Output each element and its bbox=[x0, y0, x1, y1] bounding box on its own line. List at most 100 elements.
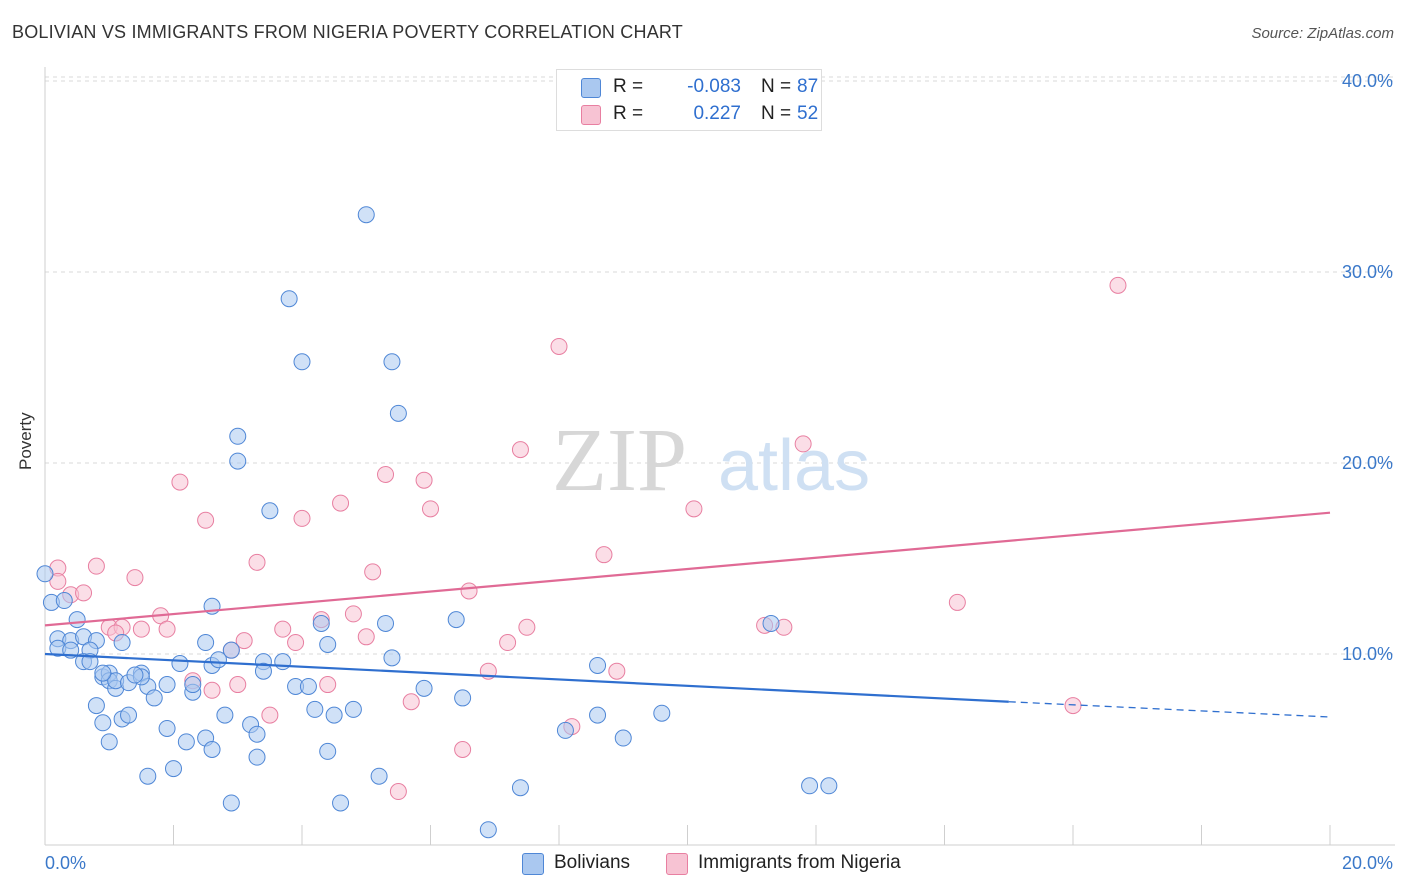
bolivians-point bbox=[100, 733, 118, 751]
series-bolivians-points bbox=[36, 206, 838, 839]
y-tick-label: 30.0% bbox=[1342, 262, 1393, 282]
nigeria-point bbox=[87, 557, 105, 575]
bolivians-point bbox=[126, 666, 144, 684]
nigeria-trend-line bbox=[44, 511, 1331, 627]
bottom-legend-swatch-blue bbox=[522, 853, 544, 875]
bolivians-point bbox=[357, 206, 375, 224]
y-tick-label: 40.0% bbox=[1342, 71, 1393, 91]
bolivians-point bbox=[94, 714, 112, 732]
bolivians-point bbox=[68, 611, 86, 629]
legend-swatch-blue bbox=[581, 78, 601, 98]
nigeria-point bbox=[319, 676, 337, 694]
bolivians-point bbox=[383, 353, 401, 371]
nigeria-point bbox=[293, 509, 311, 527]
bolivians-point bbox=[165, 760, 182, 778]
trend-lines bbox=[44, 511, 1331, 718]
legend-n-label: N = bbox=[761, 103, 792, 124]
bolivians-point bbox=[94, 664, 112, 682]
legend-n-value: 52 bbox=[797, 103, 819, 124]
axes bbox=[44, 67, 1395, 846]
bolivians-point bbox=[177, 733, 195, 751]
bolivians-point bbox=[280, 290, 298, 308]
legend-r-value: -0.083 bbox=[687, 76, 741, 97]
bolivians-point bbox=[248, 748, 266, 766]
bolivians-point bbox=[229, 427, 247, 445]
bolivians-point bbox=[306, 700, 324, 718]
legend-swatch-pink bbox=[581, 105, 601, 125]
bolivians-point bbox=[87, 697, 105, 715]
series-nigeria-points bbox=[49, 276, 1127, 801]
bolivians-point bbox=[229, 452, 247, 470]
nigeria-point bbox=[511, 441, 529, 459]
x-tick-label: 0.0% bbox=[45, 853, 86, 873]
bolivians-point bbox=[261, 502, 279, 520]
bolivians-point bbox=[479, 821, 497, 839]
bolivians-point bbox=[614, 729, 632, 747]
x-tick-labels: 0.0% 20.0% bbox=[45, 853, 1393, 873]
nigeria-point bbox=[287, 634, 305, 652]
bolivians-point bbox=[556, 721, 574, 739]
bolivians-point bbox=[197, 634, 215, 652]
bolivians-point bbox=[377, 614, 395, 632]
nigeria-point bbox=[794, 435, 812, 453]
nigeria-point bbox=[235, 632, 253, 650]
nigeria-point bbox=[132, 620, 150, 638]
bolivians-point bbox=[653, 704, 671, 722]
nigeria-point bbox=[1064, 697, 1082, 715]
bolivians-point bbox=[325, 706, 343, 724]
bolivians-point bbox=[454, 689, 472, 707]
nigeria-point bbox=[608, 662, 626, 680]
y-tick-labels: 10.0% 20.0% 30.0% 40.0% bbox=[1342, 71, 1393, 664]
nigeria-point bbox=[550, 337, 568, 355]
bolivians-point bbox=[171, 655, 189, 673]
bolivians-point bbox=[820, 777, 838, 795]
bolivians-point bbox=[158, 719, 176, 737]
nigeria-point bbox=[229, 676, 247, 694]
bolivians-point bbox=[184, 676, 202, 694]
bottom-legend-label: Immigrants from Nigeria bbox=[698, 852, 901, 873]
bolivians-point bbox=[293, 353, 311, 371]
chart-title: BOLIVIAN VS IMMIGRANTS FROM NIGERIA POVE… bbox=[12, 22, 683, 42]
bolivians-point bbox=[216, 706, 234, 724]
nigeria-point bbox=[454, 741, 472, 758]
nigeria-point bbox=[261, 706, 279, 724]
y-axis-label: Poverty bbox=[16, 412, 35, 470]
nigeria-point bbox=[948, 593, 966, 611]
bolivians-point bbox=[222, 794, 240, 812]
bolivians-point bbox=[344, 700, 362, 718]
nigeria-point bbox=[460, 582, 478, 600]
bolivians-point bbox=[415, 679, 433, 697]
nigeria-point bbox=[499, 634, 517, 652]
bolivians-point bbox=[139, 767, 157, 785]
bolivians-point bbox=[254, 662, 272, 680]
watermark: ZIP atlas bbox=[552, 411, 870, 510]
nigeria-point bbox=[248, 553, 266, 571]
watermark-zip: ZIP bbox=[552, 411, 687, 510]
bolivians-point bbox=[120, 706, 138, 724]
y-tick-label: 10.0% bbox=[1342, 644, 1393, 664]
bolivians-point bbox=[447, 611, 465, 629]
nigeria-point bbox=[595, 546, 613, 564]
bolivians-point bbox=[762, 614, 780, 632]
bolivians-point bbox=[145, 689, 163, 707]
nigeria-point bbox=[158, 620, 176, 638]
y-tick-label: 20.0% bbox=[1342, 453, 1393, 473]
bolivians-point bbox=[299, 677, 317, 695]
nigeria-point bbox=[357, 628, 375, 646]
bolivians-point bbox=[81, 653, 99, 671]
source-label: Source: ZipAtlas.com bbox=[1251, 25, 1394, 42]
bolivians-point bbox=[203, 741, 221, 758]
legend-n-value: 87 bbox=[797, 76, 819, 97]
bolivians-trend-extension bbox=[1008, 701, 1331, 718]
legend-r-value: 0.227 bbox=[693, 103, 741, 124]
bottom-legend-swatch-pink bbox=[666, 853, 688, 875]
bolivians-point bbox=[801, 777, 819, 795]
nigeria-point bbox=[377, 465, 395, 483]
nigeria-point bbox=[274, 620, 292, 638]
bolivians-point bbox=[511, 779, 529, 797]
bolivians-point bbox=[319, 635, 337, 653]
bolivians-point bbox=[36, 565, 54, 583]
bolivians-point bbox=[113, 634, 131, 652]
legend-r-label: R = bbox=[613, 76, 644, 97]
